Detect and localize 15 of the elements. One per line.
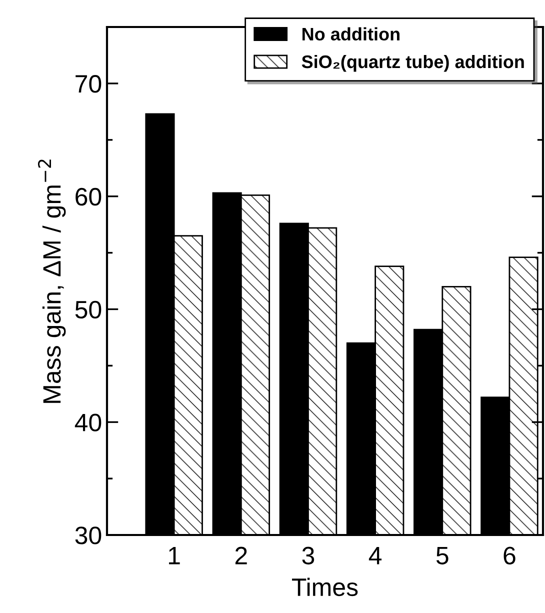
x-axis-title: Times [292,578,358,596]
y-tick-label: 60 [76,188,102,206]
x-tick-label: 6 [504,546,516,564]
y-tick-label: 30 [75,526,102,544]
x-tick-label: 2 [235,546,247,564]
x-tick-label: 1 [169,547,180,564]
y-tick-label: 40 [74,414,102,432]
y-axis-title: Mass gain, ΔM / gm$^{−2}$ [38,160,66,403]
x-tick-label: 5 [436,547,448,564]
legend-label: SiO₂(quartz tube) addition [302,54,524,72]
x-tick-label: 4 [368,547,382,564]
y-tick-label: 70 [76,75,102,93]
y-tick-label: 50 [75,300,102,319]
legend-label: No addition [302,27,400,41]
x-tick-label: 3 [302,546,314,564]
